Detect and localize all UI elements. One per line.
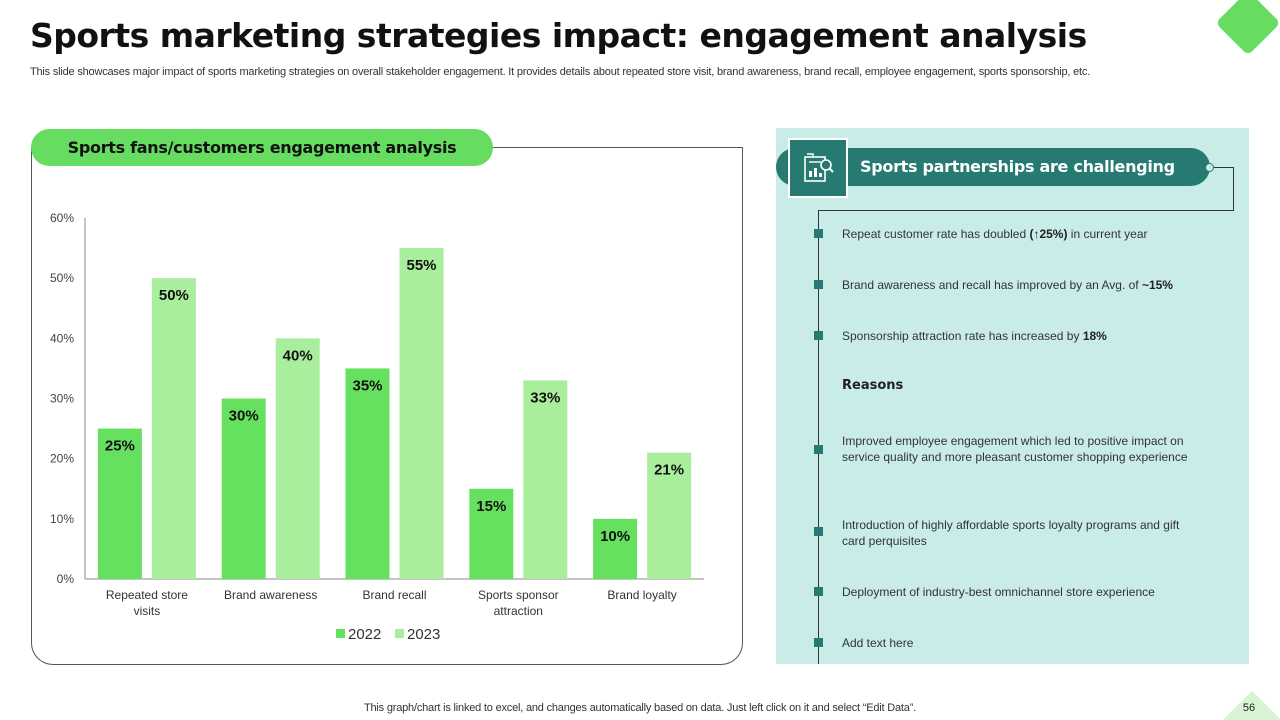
legend-swatch-2022 — [336, 629, 345, 638]
bullet-icon — [814, 280, 823, 289]
highlight-item-3: Sponsorship attraction rate has increase… — [842, 329, 1107, 343]
y-tick-label: 10% — [50, 512, 74, 526]
bullet-icon — [814, 229, 823, 238]
data-label: 55% — [406, 257, 436, 274]
bar-2022 — [469, 488, 514, 579]
x-tick-label: Repeated store — [106, 588, 188, 602]
connector-line — [818, 210, 819, 664]
highlight-item-2: Brand awareness and recall has improved … — [842, 278, 1173, 292]
data-label: 21% — [654, 462, 684, 479]
reasons-heading: Reasons — [842, 378, 904, 393]
data-label: 25% — [105, 438, 135, 455]
analytics-report-icon — [788, 138, 848, 198]
data-label: 10% — [600, 528, 630, 545]
x-tick-label: Brand awareness — [224, 588, 317, 602]
connector-line — [818, 210, 1234, 211]
bar-2022 — [593, 518, 638, 579]
data-label: 33% — [530, 389, 560, 406]
connector-dot — [1205, 163, 1214, 172]
slide-title: Sports marketing strategies impact: enga… — [30, 16, 1087, 55]
bullet-icon — [814, 331, 823, 340]
legend-label: 2022 — [348, 626, 381, 643]
bar-2023 — [151, 278, 196, 579]
bullet-icon — [814, 527, 823, 536]
data-label: 15% — [476, 498, 506, 515]
bar-2023 — [647, 452, 692, 579]
legend-swatch-2023 — [395, 629, 404, 638]
analytics-report-icon-graphic — [804, 153, 834, 182]
y-tick-label: 50% — [50, 271, 74, 285]
connector-line — [1233, 167, 1234, 211]
bar-2023 — [523, 380, 568, 579]
bar-2022 — [221, 398, 266, 579]
connector-line — [1214, 167, 1234, 168]
x-tick-label: Brand loyalty — [607, 588, 676, 602]
bar-2023 — [275, 338, 320, 579]
reason-item-4: Add text here — [842, 636, 914, 650]
y-tick-label: 20% — [50, 452, 74, 466]
data-label: 35% — [352, 377, 382, 394]
chart-panel — [31, 147, 743, 665]
slide-subtitle: This slide showcases major impact of spo… — [30, 66, 1091, 78]
data-label: 40% — [283, 347, 313, 364]
y-tick-label: 30% — [50, 392, 74, 406]
data-label: 50% — [159, 287, 189, 304]
reason-item-1: Improved employee engagement which led t… — [842, 434, 1188, 464]
reason-item-2: Introduction of highly affordable sports… — [842, 518, 1180, 548]
bar-2022 — [97, 428, 142, 579]
chart-header: Sports fans/customers engagement analysi… — [31, 129, 493, 166]
reason-item-3: Deployment of industry-best omnichannel … — [842, 585, 1155, 599]
bar-2022 — [345, 368, 390, 579]
legend-label: 2023 — [407, 626, 440, 643]
highlight-item-1: Repeat customer rate has doubled (↑25%) … — [842, 227, 1148, 241]
x-tick-label: Brand recall — [362, 588, 426, 602]
y-tick-label: 60% — [50, 211, 74, 225]
footer-note: This graph/chart is linked to excel, and… — [364, 702, 916, 714]
partnerships-heading: Sports partnerships are challenging — [860, 157, 1175, 176]
data-label: 30% — [229, 408, 259, 425]
right-panel — [776, 128, 1249, 664]
x-tick-label: visits — [134, 604, 161, 618]
y-tick-label: 0% — [57, 572, 75, 586]
bullet-icon — [814, 587, 823, 596]
x-tick-label: Sports sponsor — [478, 588, 559, 602]
partnerships-heading-pill — [776, 148, 1210, 186]
x-tick-label: attraction — [494, 604, 543, 618]
y-tick-label: 40% — [50, 331, 74, 345]
bar-2023 — [399, 248, 444, 580]
bullet-icon — [814, 445, 823, 454]
bullet-icon — [814, 638, 823, 647]
chart-panel-top-border — [490, 147, 743, 148]
page-number: 56 — [1242, 702, 1256, 714]
